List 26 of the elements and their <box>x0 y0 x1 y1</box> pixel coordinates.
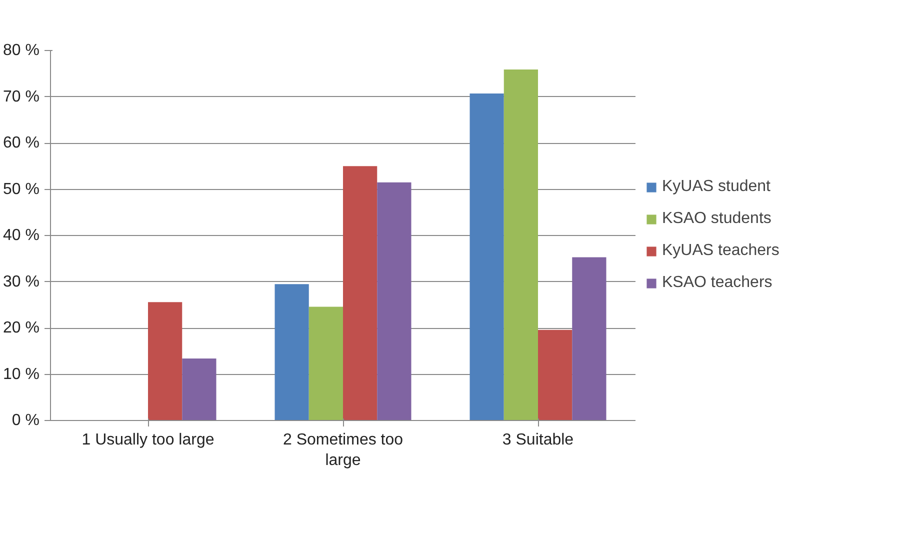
y-tick-label: 20 % <box>3 320 40 336</box>
legend-label: KSAO students <box>662 210 772 228</box>
legend-label: KyUAS student <box>662 178 770 196</box>
bar <box>504 69 538 420</box>
bar <box>538 330 572 420</box>
x-tick-label: 1 Usually too large <box>82 432 214 448</box>
x-tick-label: 2 Sometimes too large <box>282 432 404 469</box>
y-tick-label: 30 % <box>3 273 40 290</box>
legend-label: KSAO teachers <box>662 274 772 292</box>
legend-label: KyUAS teachers <box>662 242 780 260</box>
bar <box>308 306 343 420</box>
bar <box>377 182 412 420</box>
x-tick-label: 3 Suitable <box>502 432 574 448</box>
bar <box>274 284 309 420</box>
y-tick-label: 50 % <box>3 180 40 198</box>
y-tick-label: 70 % <box>3 88 40 106</box>
y-tick-label: 0 % <box>12 412 40 429</box>
y-tick-label: 40 % <box>3 227 40 244</box>
y-tick-label: 80 % <box>3 42 40 59</box>
y-tick-label: 10 % <box>3 366 40 383</box>
bar <box>182 358 216 420</box>
bar <box>148 302 182 420</box>
y-tick-label: 60 % <box>3 134 40 152</box>
bar <box>572 257 606 420</box>
bar <box>343 166 378 420</box>
bar <box>470 94 504 420</box>
